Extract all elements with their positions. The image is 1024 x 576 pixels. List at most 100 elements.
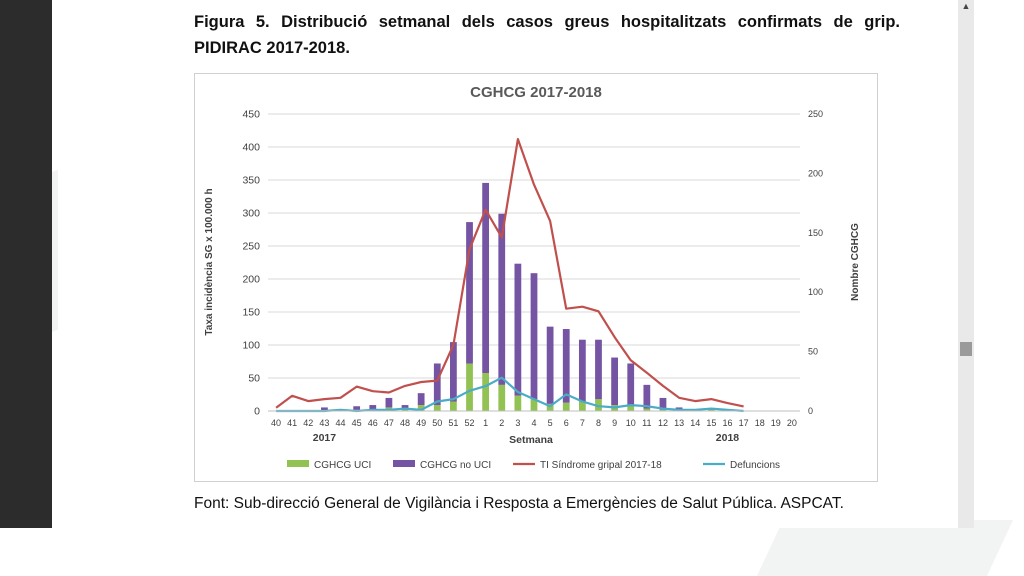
y-tick-label-right: 200 <box>808 168 823 178</box>
bar-no-uci <box>482 182 490 373</box>
bar-uci <box>401 409 409 411</box>
x-tick-label: 19 <box>771 418 781 428</box>
x-tick-label: 8 <box>596 418 601 428</box>
bar-uci <box>482 372 490 411</box>
x-tick-label: 20 <box>787 418 797 428</box>
bar-no-uci <box>611 357 618 406</box>
bar-uci <box>450 401 457 411</box>
line-ti-sindrome-gripal <box>275 138 744 409</box>
x-tick-label: 11 <box>642 418 651 428</box>
legend-item-no-uci-swatch <box>393 460 415 467</box>
bar-no-uci <box>321 407 328 411</box>
x-tick-label: 14 <box>690 418 700 428</box>
y-tick-label-left: 50 <box>248 373 260 385</box>
legend-item-ti-label: TI Síndrome gripal 2017-18 <box>540 460 662 471</box>
bar-uci <box>417 405 425 411</box>
scrollbar-thumb[interactable] <box>960 342 972 356</box>
bar-uci <box>530 399 538 411</box>
scrollbar-track[interactable] <box>958 0 974 528</box>
bar-uci <box>466 363 473 411</box>
bar-no-uci <box>530 273 538 400</box>
y-tick-label-right: 50 <box>808 347 818 357</box>
bar-no-uci <box>353 406 361 410</box>
x-tick-label: 12 <box>658 418 668 428</box>
window-left-edge <box>0 0 52 528</box>
bar-uci <box>498 384 506 411</box>
bar-no-uci <box>627 363 635 407</box>
bar-uci <box>643 408 651 411</box>
bar-no-uci <box>385 397 393 408</box>
y-tick-label-right: 150 <box>808 228 823 238</box>
bar-no-uci <box>401 405 409 410</box>
y-axis-left-label: Taxa incidència SG x 100.000 h <box>204 188 215 335</box>
figure-source: Font: Sub-direcció General de Vigilància… <box>194 495 844 512</box>
y-tick-label-left: 0 <box>254 406 260 418</box>
bar-uci <box>627 406 635 411</box>
background-decoration <box>756 520 1014 576</box>
x-tick-label: 51 <box>448 418 458 428</box>
x-tick-label: 52 <box>465 418 475 428</box>
y-tick-label-left: 450 <box>242 109 260 121</box>
x-tick-label: 18 <box>755 418 765 428</box>
x-tick-label: 17 <box>739 418 749 428</box>
x-tick-label: 15 <box>706 418 716 428</box>
y-tick-label-right: 250 <box>808 109 823 119</box>
year-label: 2017 <box>313 432 337 444</box>
bar-uci <box>562 402 570 411</box>
x-tick-label: 3 <box>515 418 520 428</box>
x-tick-label: 44 <box>336 418 346 428</box>
x-tick-label: 16 <box>722 418 732 428</box>
bar-uci <box>707 409 715 411</box>
bar-uci <box>433 405 441 411</box>
x-tick-label: 42 <box>303 418 313 428</box>
x-tick-label: 2 <box>499 418 504 428</box>
bar-uci <box>514 395 522 411</box>
y-axis-right-label: Nombre CGHCG <box>850 223 861 301</box>
bar-no-uci <box>433 363 441 406</box>
y-tick-label-left: 400 <box>242 142 260 154</box>
chart-title: CGHCG 2017-2018 <box>470 84 602 101</box>
legend-item-no-uci-label: CGHCG no UCI <box>420 460 491 471</box>
bar-no-uci <box>546 326 554 404</box>
legend-item-defuncions-label: Defuncions <box>730 460 780 471</box>
x-tick-label: 7 <box>580 418 585 428</box>
bar-no-uci <box>595 339 602 400</box>
bar-no-uci <box>643 384 651 409</box>
y-tick-label-left: 350 <box>242 175 260 187</box>
chart-container: CGHCG 2017-2018 0 50 100 150 200 250 300 350 400… <box>194 73 878 482</box>
x-tick-label: 4 <box>531 418 536 428</box>
x-tick-label: 50 <box>432 418 442 428</box>
bar-uci <box>659 409 667 411</box>
scroll-up-arrow-icon[interactable]: ▲ <box>961 1 971 11</box>
x-tick-label: 46 <box>368 418 378 428</box>
bar-no-uci <box>578 339 586 402</box>
bar-no-uci <box>562 329 570 403</box>
x-tick-label: 48 <box>400 418 410 428</box>
bar-no-uci <box>417 393 425 406</box>
x-tick-label: 1 <box>483 418 488 428</box>
bar-no-uci <box>659 397 667 410</box>
x-tick-label: 45 <box>352 418 362 428</box>
x-tick-label: 41 <box>287 418 297 428</box>
y-tick-label-right: 100 <box>808 287 823 297</box>
chart: CGHCG 2017-2018 050100150200250300350400… <box>204 84 861 471</box>
x-axis-label: Setmana <box>509 434 553 446</box>
x-tick-label: 43 <box>319 418 329 428</box>
bar-no-uci <box>466 222 473 364</box>
legend-item-uci-label: CGHCG UCI <box>314 460 371 471</box>
x-tick-label: 5 <box>548 418 553 428</box>
bar-no-uci <box>369 405 377 410</box>
x-tick-label: 9 <box>612 418 617 428</box>
legend-item-uci-swatch <box>287 460 309 467</box>
y-tick-label-left: 200 <box>242 274 260 286</box>
x-tick-label: 13 <box>674 418 684 428</box>
y-tick-label-right: 0 <box>808 406 813 416</box>
x-tick-label: 40 <box>271 418 281 428</box>
x-tick-label: 47 <box>384 418 394 428</box>
y-tick-label-left: 100 <box>242 340 260 352</box>
bar-uci <box>578 401 586 411</box>
x-tick-label: 10 <box>626 418 636 428</box>
y-tick-label-left: 150 <box>242 307 260 319</box>
x-tick-label: 6 <box>564 418 569 428</box>
y-tick-label-left: 250 <box>242 241 260 253</box>
